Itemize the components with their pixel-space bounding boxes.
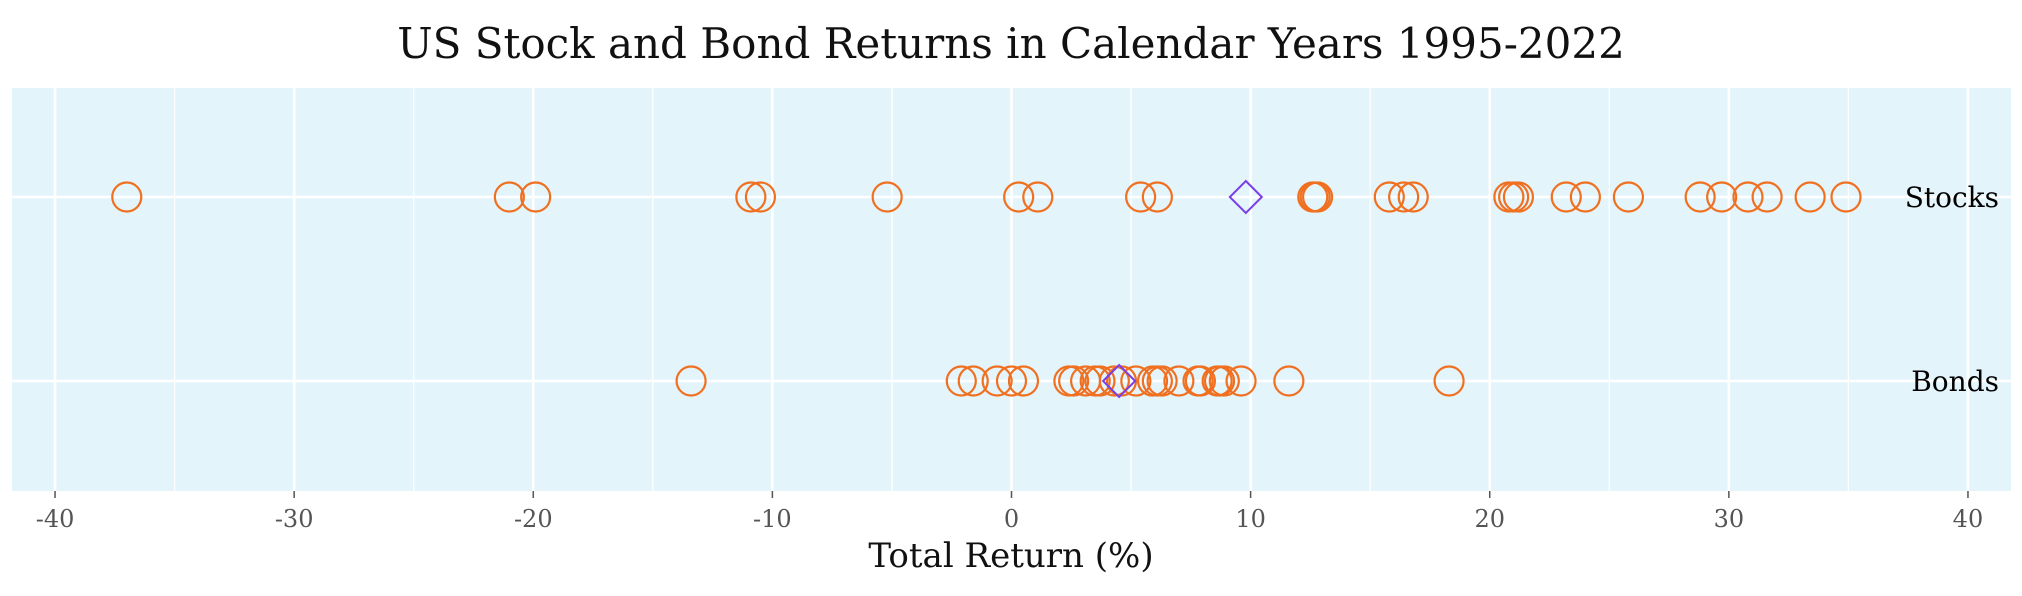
data-point (1433, 365, 1465, 397)
data-point (520, 181, 552, 213)
data-point (1794, 181, 1826, 213)
data-point (1273, 365, 1305, 397)
data-point (1120, 365, 1152, 397)
x-tick-label: -20 (514, 505, 553, 533)
data-point (981, 365, 1013, 397)
data-point (1751, 181, 1783, 213)
data-point (675, 365, 707, 397)
data-point (111, 181, 143, 213)
data-point (735, 181, 767, 213)
data-point (957, 365, 989, 397)
series-label-stocks: Stocks (1905, 181, 1999, 214)
data-point (1732, 181, 1764, 213)
x-tick-label: 20 (1474, 505, 1505, 533)
data-point (1502, 181, 1535, 213)
series-labels: Stocks Bonds (1905, 181, 1999, 398)
data-point (1830, 181, 1862, 213)
data-point (1084, 365, 1116, 397)
data-point (1612, 181, 1645, 213)
x-tick-label: 10 (1235, 505, 1266, 533)
x-tick-label: 30 (1714, 505, 1745, 533)
data-point (1098, 365, 1130, 397)
data-point (493, 181, 525, 213)
data-point (871, 181, 903, 213)
data-point (1184, 365, 1217, 397)
data-point (1141, 181, 1173, 213)
data-point (1388, 181, 1420, 213)
data-point (1397, 181, 1429, 213)
data-points (111, 179, 1862, 399)
data-point (1163, 365, 1195, 397)
x-tick-label: 0 (1004, 505, 1019, 533)
data-point (1550, 181, 1582, 213)
data-point (1125, 181, 1157, 213)
data-point (1003, 181, 1035, 213)
x-tick-label: -10 (753, 505, 792, 533)
data-point (1208, 365, 1240, 397)
mean-marker (1228, 179, 1264, 215)
data-point (1706, 181, 1738, 213)
x-tick-label: -30 (275, 505, 314, 533)
series-label-bonds: Bonds (1911, 365, 1999, 398)
x-tick-label: -40 (36, 505, 75, 533)
data-point (744, 181, 777, 213)
data-point (1569, 181, 1601, 213)
mean-marker (1101, 363, 1137, 399)
data-point (1058, 365, 1090, 397)
x-tick-label: 40 (1953, 505, 1984, 533)
data-point (1146, 365, 1178, 397)
data-point (1373, 181, 1405, 213)
data-point (1225, 365, 1257, 397)
data-point (1301, 181, 1334, 213)
data-point (1684, 181, 1716, 213)
x-axis-ticks: -40 -30 -20 -10 0 10 20 30 40 (36, 491, 1984, 533)
x-axis-label: Total Return (%) (868, 536, 1153, 576)
data-point (1007, 365, 1040, 397)
chart-title: US Stock and Bond Returns in Calendar Ye… (397, 19, 1625, 68)
data-point (995, 365, 1028, 397)
data-point (1022, 181, 1054, 213)
data-point (945, 365, 977, 397)
